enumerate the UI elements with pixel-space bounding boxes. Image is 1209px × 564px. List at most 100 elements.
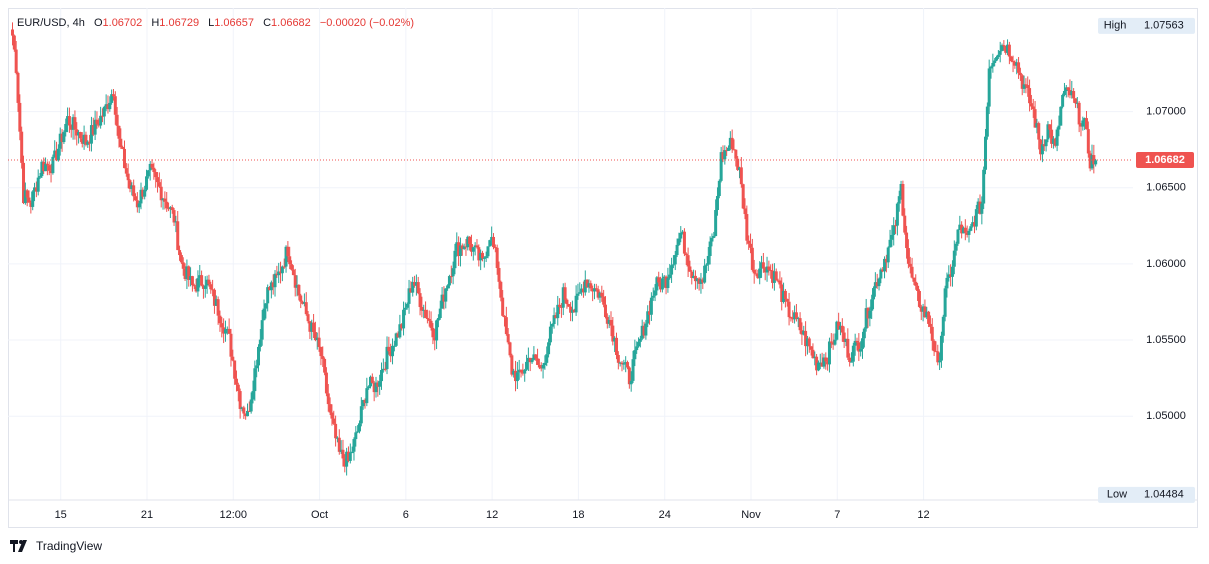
candle-body — [752, 269, 756, 274]
candle-body — [927, 311, 931, 324]
x-tick-label: 15 — [55, 509, 67, 521]
candle-body — [209, 284, 213, 290]
candle-body — [225, 328, 229, 330]
candle-body — [954, 243, 958, 251]
candle-body — [473, 245, 477, 248]
candle-body — [567, 304, 571, 307]
candle-body — [1029, 103, 1033, 107]
candle-body — [787, 301, 791, 318]
candle-body — [187, 266, 191, 280]
candle-body — [1017, 62, 1021, 73]
candle-body — [400, 324, 404, 329]
candle-body — [290, 264, 294, 270]
candle-body — [930, 326, 934, 341]
tradingview-logo[interactable]: TradingView — [10, 539, 102, 553]
candle-body — [763, 268, 767, 273]
candle-body — [866, 308, 870, 319]
candle-body — [234, 378, 238, 385]
candle-body — [416, 282, 420, 294]
candle-body — [547, 342, 551, 355]
candle-body — [1079, 124, 1083, 127]
candle-body — [921, 306, 925, 312]
price-chart[interactable]: 1.05000 1.05500 1.06000 1.06500 1.07000 15 21… — [8, 8, 1198, 528]
candle-body — [324, 372, 328, 394]
x-tick-label: 7 — [834, 509, 840, 521]
candle-body — [167, 208, 171, 210]
candle-body — [627, 367, 631, 385]
candle-body — [754, 273, 758, 275]
candle-body — [877, 278, 881, 287]
price-axis[interactable]: 1.05000 1.05500 1.06000 1.06500 1.07000 — [1146, 105, 1186, 422]
candle-body — [618, 362, 622, 364]
candle-body — [409, 288, 413, 293]
candle-body — [29, 202, 33, 207]
candle-body — [497, 267, 501, 282]
candle-body — [484, 256, 488, 258]
candle-body — [44, 163, 48, 172]
candle-body — [170, 207, 174, 211]
candle-body — [201, 285, 205, 289]
candle-body — [950, 266, 954, 277]
candle-body — [16, 72, 20, 103]
candle-body — [251, 391, 255, 400]
candle-body — [34, 187, 38, 192]
close-value: 1.06682 — [271, 17, 311, 29]
candle-body — [370, 376, 374, 383]
candle-body — [523, 369, 527, 374]
candle-body — [411, 281, 415, 293]
last-price-label: 1.06682 — [1136, 152, 1194, 169]
candle-body — [528, 357, 532, 363]
candle-body — [605, 317, 609, 324]
candle-body — [23, 190, 27, 204]
candle-body — [750, 247, 754, 270]
candle-body — [1000, 45, 1004, 51]
candle-body — [145, 176, 149, 190]
candle-body — [446, 285, 450, 289]
candle-body — [45, 163, 49, 166]
candle-body — [139, 189, 143, 204]
candle-body — [772, 271, 776, 283]
candle-body — [798, 318, 802, 331]
candle-body — [637, 341, 641, 347]
candle-body — [521, 372, 525, 374]
candle-body — [58, 133, 62, 149]
candle-body — [121, 146, 125, 149]
candle-body — [84, 134, 88, 145]
candle-body — [378, 381, 382, 387]
candle-body — [864, 308, 868, 329]
candle-body — [699, 279, 703, 284]
candle-body — [774, 271, 778, 281]
candle-body — [646, 311, 650, 324]
candle-body — [172, 210, 176, 223]
y-tick-label: 1.05000 — [1146, 410, 1186, 422]
candle-body — [939, 335, 943, 361]
candle-body — [431, 327, 435, 338]
candle-body — [995, 57, 999, 61]
symbol-legend[interactable]: EUR/USD, 4h O1.06702 H1.06729 L1.06657 C… — [17, 17, 415, 29]
candle-body — [961, 227, 965, 234]
candle-body — [914, 281, 918, 286]
candle-body — [319, 346, 323, 357]
candle-body — [963, 227, 967, 233]
candle-body — [991, 62, 995, 67]
candle-body — [714, 210, 718, 237]
candle-body — [310, 322, 314, 332]
time-axis[interactable]: 15 21 12:00 Oct 6 12 18 24 Nov 7 12 — [55, 509, 930, 521]
candle-body — [295, 284, 299, 288]
y-tick-label: 1.07000 — [1146, 105, 1186, 117]
candle-body — [785, 299, 789, 302]
candle-body — [879, 269, 883, 279]
candle-body — [458, 245, 462, 257]
candle-body — [771, 270, 775, 283]
candle-body — [515, 372, 519, 382]
candle-body — [899, 184, 903, 197]
candle-body — [800, 330, 804, 335]
candle-body — [392, 345, 396, 347]
candle-body — [363, 399, 367, 404]
candle-body — [14, 49, 18, 73]
interval: 4h — [72, 17, 85, 29]
candle-body — [69, 125, 73, 130]
low-value: 1.06657 — [214, 17, 255, 29]
candle-body — [122, 148, 126, 169]
candle-body — [543, 362, 547, 366]
